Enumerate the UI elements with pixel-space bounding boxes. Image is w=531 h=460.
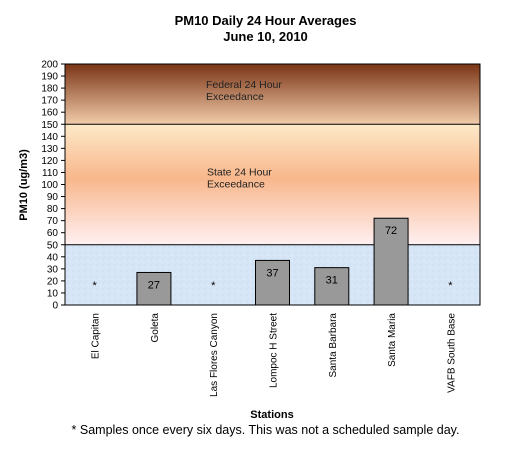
federal-band-label: Federal 24 Hour Exceedance (206, 79, 285, 103)
y-tick-label: 70 (47, 216, 59, 227)
y-tick-label: 200 (41, 60, 58, 71)
y-tick-label: 90 (47, 192, 59, 203)
x-tick-label: Las Flores Canyon (209, 313, 220, 397)
bar-value-label: * (93, 280, 98, 292)
y-tick-label: 180 (41, 84, 58, 95)
y-tick-label: 40 (47, 252, 59, 263)
footnote: * Samples once every six days. This was … (71, 423, 460, 437)
y-tick-label: 0 (52, 301, 58, 312)
bar-value-label: 72 (385, 225, 397, 237)
x-axis-label: Stations (250, 409, 293, 420)
x-tick-label: Lompoc H Street (269, 313, 280, 388)
bar-santa-maria (373, 217, 409, 306)
plot-svg: Federal 24 Hour Exceedance State 24 Hour… (18, 60, 481, 420)
y-axis-label: PM10 (ug/m3) (18, 149, 30, 221)
y-tick-label: 150 (41, 120, 58, 131)
x-tick-label: Santa Maria (387, 313, 398, 367)
bar-value-label: 31 (326, 275, 338, 287)
bar-goleta (136, 271, 172, 306)
y-tick-label: 100 (41, 180, 58, 191)
x-tick-label: VAFB South Base (446, 313, 457, 393)
y-tick-label: 130 (41, 144, 58, 155)
y-tick-label: 190 (41, 72, 58, 83)
y-tick-label: 80 (47, 204, 59, 215)
bar-value-label: 27 (148, 279, 160, 291)
bar-value-label: 37 (266, 267, 278, 279)
bar-santa-barbara (314, 267, 350, 306)
y-tick-label: 30 (47, 264, 59, 275)
y-tick-label: 20 (47, 276, 59, 287)
x-tick-label: Goleta (150, 313, 161, 343)
y-tick-label: 120 (41, 156, 58, 167)
x-tick-label: El Capitan (91, 313, 102, 359)
chart-subtitle: June 10, 2010 (223, 29, 308, 44)
y-tick-label: 140 (41, 132, 58, 143)
y-tick-label: 170 (41, 96, 58, 107)
x-axis: El Capitan Goleta Las Flores Canyon Lompoc … (91, 313, 458, 397)
federal-exceedance-band (65, 64, 480, 125)
y-tick-label: 60 (47, 228, 59, 239)
bar-value-label: * (211, 280, 216, 292)
y-tick-label: 160 (41, 108, 58, 119)
y-axis: 0 102030405060708090100110120130140150160… (41, 60, 65, 312)
y-tick-label: 110 (42, 168, 58, 179)
bars: * 27 * 37 31 72 * (93, 217, 453, 306)
state-exceedance-band (65, 124, 480, 245)
bar-value-label: * (448, 280, 453, 292)
y-tick-label: 50 (47, 240, 59, 251)
y-tick-label: 10 (47, 288, 59, 299)
x-tick-label: Santa Barbara (328, 313, 339, 378)
bar-lompoc-h-street (255, 259, 290, 306)
chart-title: PM10 Daily 24 Hour Averages (174, 13, 357, 28)
state-band-label: State 24 Hour Exceedance (207, 166, 275, 190)
